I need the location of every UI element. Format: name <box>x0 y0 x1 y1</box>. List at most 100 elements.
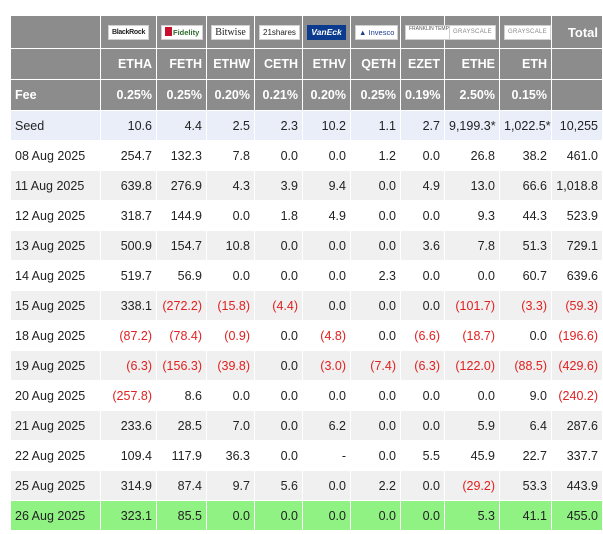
flow-cell-eth: 60.7 <box>499 260 552 291</box>
table-row: 12 Aug 2025 318.7 144.9 0.0 1.8 4.9 0.0 0.0 9.3 4… <box>10 200 603 231</box>
flow-cell-ethe: 26.8 <box>444 140 500 171</box>
flow-cell-ezet: 0.0 <box>400 380 445 411</box>
seed-label: Seed <box>10 110 101 141</box>
flow-cell-ceth: (4.4) <box>254 290 303 321</box>
issuer-vaneck: VanEck <box>302 15 351 49</box>
flow-cell-eth: 22.7 <box>499 440 552 471</box>
flow-cell-total: 443.9 <box>551 470 603 501</box>
flow-cell-ethw: 36.3 <box>206 440 255 471</box>
date-cell: 14 Aug 2025 <box>10 260 101 291</box>
flow-cell-feth: 8.6 <box>156 380 207 411</box>
flow-cell-total: 10,255 <box>551 110 603 141</box>
flow-cell-qeth: 0.0 <box>350 170 401 201</box>
flow-cell-feth: 85.5 <box>156 500 207 531</box>
flow-cell-ethw: 9.7 <box>206 470 255 501</box>
flow-cell-ezet: 0.0 <box>400 140 445 171</box>
flow-cell-ceth: 0.0 <box>254 500 303 531</box>
flow-cell-ethw: 10.8 <box>206 230 255 261</box>
table-row: 21 Aug 2025 233.6 28.5 7.0 0.0 6.2 0.0 0.0 5.9 6.… <box>10 410 603 441</box>
flow-cell-ethw: 0.0 <box>206 200 255 231</box>
ticker-eth: ETH <box>499 48 552 80</box>
fee-ezet: 0.19% <box>400 79 445 111</box>
flow-cell-ethw: 7.0 <box>206 410 255 441</box>
flow-cell-ezet: 0.0 <box>400 260 445 291</box>
flow-cell-total: (196.6) <box>551 320 603 351</box>
etf-flow-table-container: BlackRock Fidelity Bitwise 21shares VanE… <box>10 15 603 531</box>
flow-cell-etha: 338.1 <box>100 290 157 321</box>
flow-cell-ethe: 45.9 <box>444 440 500 471</box>
flow-cell-etha: 314.9 <box>100 470 157 501</box>
table-row: 26 Aug 2025 323.1 85.5 0.0 0.0 0.0 0.0 0.0 5.3 41… <box>10 500 603 531</box>
flow-cell-ezet: 0.0 <box>400 410 445 441</box>
ticker-row: ETHA FETH ETHW CETH ETHV QETH EZET ETHE … <box>10 48 603 80</box>
ticker-ceth: CETH <box>254 48 303 80</box>
flow-cell-feth: 56.9 <box>156 260 207 291</box>
flow-cell-ezet: (6.6) <box>400 320 445 351</box>
table-row: 25 Aug 2025 314.9 87.4 9.7 5.6 0.0 2.2 0.0 (29.2… <box>10 470 603 501</box>
flow-cell-ezet: 3.6 <box>400 230 445 261</box>
flow-cell-eth: 41.1 <box>499 500 552 531</box>
fee-etha: 0.25% <box>100 79 157 111</box>
flow-cell-total: (59.3) <box>551 290 603 321</box>
flow-cell-ethe: (29.2) <box>444 470 500 501</box>
flow-cell-etha: 323.1 <box>100 500 157 531</box>
table-row: 19 Aug 2025 (6.3) (156.3) (39.8) 0.0 (3.0) (7.… <box>10 350 603 381</box>
flow-cell-ethv: 0.0 <box>302 290 351 321</box>
flow-cell-etha: (87.2) <box>100 320 157 351</box>
ticker-ethv: ETHV <box>302 48 351 80</box>
flow-cell-ceth: 0.0 <box>254 260 303 291</box>
flow-cell-etha: 10.6 <box>100 110 157 141</box>
fee-ceth: 0.21% <box>254 79 303 111</box>
flow-cell-feth: (78.4) <box>156 320 207 351</box>
flow-rows: Seed 10.6 4.4 2.5 2.3 10.2 1.1 2.7 9,199.3* 1,022… <box>10 110 603 531</box>
flow-cell-ethw: (39.8) <box>206 350 255 381</box>
flow-cell-ethe: 5.3 <box>444 500 500 531</box>
issuer-grayscale-ethe: GRAYSCALE <box>444 15 500 49</box>
flow-cell-qeth: 0.0 <box>350 200 401 231</box>
date-cell: 26 Aug 2025 <box>10 500 101 531</box>
date-cell: 15 Aug 2025 <box>10 290 101 321</box>
flow-cell-ethe: (122.0) <box>444 350 500 381</box>
etf-flow-table: BlackRock Fidelity Bitwise 21shares VanE… <box>10 15 603 531</box>
flow-cell-ceth: 0.0 <box>254 380 303 411</box>
flow-cell-qeth: 1.2 <box>350 140 401 171</box>
flow-cell-ceth: 0.0 <box>254 350 303 381</box>
flow-cell-ethe: (101.7) <box>444 290 500 321</box>
flow-cell-eth: (3.3) <box>499 290 552 321</box>
flow-cell-ethw: (15.8) <box>206 290 255 321</box>
flow-cell-ethv: 10.2 <box>302 110 351 141</box>
flow-cell-ethw: 0.0 <box>206 500 255 531</box>
flow-cell-ethe: 0.0 <box>444 260 500 291</box>
ticker-ethw: ETHW <box>206 48 255 80</box>
table-row: 20 Aug 2025 (257.8) 8.6 0.0 0.0 0.0 0.0 0.0 0.0 9… <box>10 380 603 411</box>
fee-ethw: 0.20% <box>206 79 255 111</box>
table-row: 08 Aug 2025 254.7 132.3 7.8 0.0 0.0 1.2 0.0 26.8… <box>10 140 603 171</box>
flow-cell-ethe: 13.0 <box>444 170 500 201</box>
flow-cell-qeth: 0.0 <box>350 380 401 411</box>
flow-cell-ceth: 3.9 <box>254 170 303 201</box>
date-cell: 11 Aug 2025 <box>10 170 101 201</box>
issuer-franklin: FRANKLIN TEMPLETON <box>400 15 470 49</box>
fee-label: Fee <box>10 79 101 111</box>
fee-eth: 0.15% <box>499 79 552 111</box>
flow-cell-ezet: 5.5 <box>400 440 445 471</box>
ticker-qeth: QETH <box>350 48 401 80</box>
flow-cell-ethv: (3.0) <box>302 350 351 381</box>
flow-cell-ezet: 0.0 <box>400 290 445 321</box>
date-cell: 19 Aug 2025 <box>10 350 101 381</box>
date-cell: 18 Aug 2025 <box>10 320 101 351</box>
flow-cell-feth: 4.4 <box>156 110 207 141</box>
fee-feth: 0.25% <box>156 79 207 111</box>
flow-cell-feth: 28.5 <box>156 410 207 441</box>
issuer-fidelity: Fidelity <box>156 15 207 49</box>
flow-cell-ezet: 4.9 <box>400 170 445 201</box>
ticker-total-cell <box>551 48 603 80</box>
flow-cell-ceth: 0.0 <box>254 320 303 351</box>
flow-cell-ethw: 0.0 <box>206 380 255 411</box>
flow-cell-ezet: 2.7 <box>400 110 445 141</box>
flow-cell-eth: (88.5) <box>499 350 552 381</box>
flow-cell-eth: 9.0 <box>499 380 552 411</box>
flow-cell-total: (240.2) <box>551 380 603 411</box>
flow-cell-ceth: 5.6 <box>254 470 303 501</box>
flow-cell-eth: 51.3 <box>499 230 552 261</box>
